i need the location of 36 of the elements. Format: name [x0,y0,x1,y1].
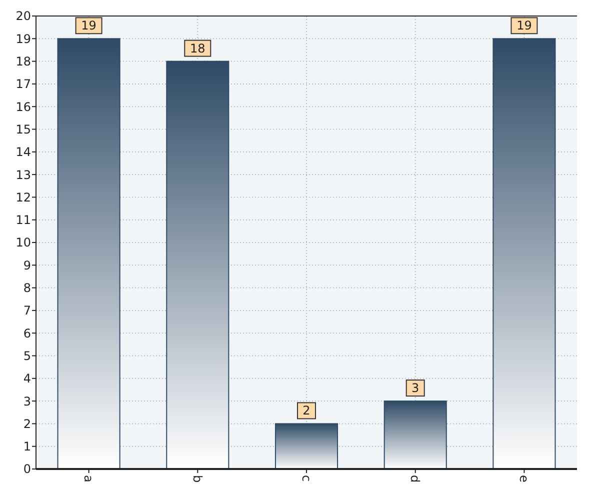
y-tick-label: 8 [23,281,31,295]
y-tick-label: 3 [23,394,31,408]
x-tick-label: e [517,475,532,482]
y-tick-label: 2 [23,416,31,431]
data-label: 3 [412,381,420,396]
y-tick-label: 15 [16,122,31,136]
data-label: 2 [302,404,310,418]
y-tick-label: 1 [23,440,31,454]
y-tick-label: 19 [16,32,31,46]
y-tick-label: 7 [23,304,31,318]
data-label: 19 [516,18,532,33]
bar [57,38,120,470]
y-tick-label: 12 [16,190,31,204]
y-tick-label: 17 [16,77,31,92]
bar [274,423,338,470]
y-tick-label: 11 [16,213,31,228]
x-tick-label: d [408,475,422,483]
x-tick-label: c [299,475,314,482]
bar [384,400,447,470]
y-tick-label: 18 [16,54,31,68]
x-tick-label: a [82,475,96,482]
data-label: 18 [190,41,206,56]
y-tick-label: 14 [16,145,31,160]
y-tick-label: 10 [16,236,31,250]
y-tick-label: 4 [23,372,31,386]
x-tick-label: b [190,475,204,483]
y-tick-label: 9 [23,258,31,272]
bar [166,60,230,470]
y-tick-label: 0 [23,462,31,476]
y-tick-label: 5 [23,348,31,363]
y-tick-label: 20 [16,9,31,24]
y-tick-label: 6 [23,326,31,340]
bar [492,38,556,470]
y-tick-label: 16 [16,100,31,114]
y-tick-label: 13 [16,168,31,182]
data-label: 19 [81,18,96,33]
